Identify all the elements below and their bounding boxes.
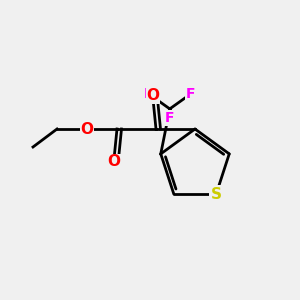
Text: F: F [165, 111, 175, 125]
Text: F: F [144, 87, 154, 101]
Text: O: O [107, 154, 121, 169]
Text: S: S [211, 187, 222, 202]
Text: O: O [146, 88, 160, 104]
Text: F: F [186, 87, 196, 101]
Text: O: O [80, 122, 94, 136]
